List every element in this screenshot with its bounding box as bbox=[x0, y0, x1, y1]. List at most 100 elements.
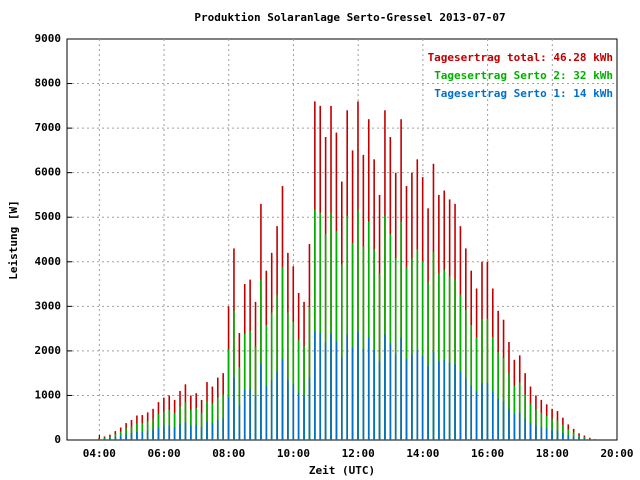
x-tick-label: 18:00 bbox=[536, 447, 569, 460]
bar bbox=[260, 364, 262, 440]
bar bbox=[303, 395, 305, 440]
bar bbox=[421, 355, 424, 440]
bar bbox=[465, 378, 467, 440]
bar bbox=[243, 390, 246, 440]
bar bbox=[556, 430, 559, 440]
bar bbox=[130, 433, 133, 440]
bar bbox=[206, 421, 208, 440]
bar bbox=[308, 377, 311, 440]
bar bbox=[367, 337, 370, 440]
bar bbox=[389, 342, 392, 440]
bar bbox=[567, 435, 570, 440]
bar bbox=[351, 347, 354, 440]
bar bbox=[190, 425, 192, 440]
bar bbox=[308, 306, 311, 440]
x-tick-label: 10:00 bbox=[277, 447, 310, 460]
y-tick-label: 8000 bbox=[35, 77, 62, 90]
bar bbox=[454, 279, 456, 440]
bar bbox=[125, 428, 127, 440]
bar bbox=[535, 425, 537, 440]
bar bbox=[222, 394, 224, 440]
bar bbox=[287, 380, 289, 440]
y-tick-label: 3000 bbox=[35, 299, 62, 312]
y-tick-label: 5000 bbox=[35, 210, 62, 223]
bar bbox=[168, 425, 171, 440]
bar bbox=[346, 215, 348, 440]
bar bbox=[448, 276, 451, 440]
bar bbox=[357, 331, 359, 440]
bar bbox=[502, 358, 505, 440]
bar bbox=[448, 362, 451, 440]
bar bbox=[427, 366, 429, 440]
bar bbox=[421, 261, 424, 440]
bar bbox=[335, 231, 338, 440]
bar bbox=[394, 354, 397, 440]
bar bbox=[109, 438, 111, 440]
bar bbox=[432, 351, 435, 440]
bar bbox=[438, 361, 440, 440]
bar bbox=[540, 412, 543, 440]
bar bbox=[529, 423, 532, 440]
bar bbox=[314, 209, 316, 440]
bar bbox=[524, 418, 526, 440]
bar bbox=[562, 424, 564, 440]
bar bbox=[200, 427, 203, 440]
bar bbox=[529, 403, 532, 440]
bar bbox=[411, 354, 413, 440]
bar bbox=[513, 414, 516, 440]
y-tick-label: 0 bbox=[54, 433, 61, 446]
bar bbox=[243, 333, 246, 440]
x-tick-label: 16:00 bbox=[471, 447, 504, 460]
bar bbox=[443, 270, 446, 440]
bar bbox=[276, 371, 278, 440]
bar bbox=[405, 358, 408, 440]
bar bbox=[297, 392, 300, 440]
bar bbox=[384, 215, 386, 440]
bar bbox=[384, 334, 386, 440]
bar bbox=[335, 341, 338, 440]
bar bbox=[168, 409, 171, 440]
legend-entry: Tagesertrag Serto 2: 32 kWh bbox=[434, 69, 613, 82]
bar bbox=[341, 264, 343, 440]
legend-entry: Tagesertrag Serto 1: 14 kWh bbox=[434, 87, 613, 100]
bar bbox=[211, 403, 214, 440]
bar bbox=[179, 424, 181, 440]
bar bbox=[287, 312, 289, 440]
bar bbox=[491, 391, 494, 440]
bar bbox=[260, 279, 262, 440]
bar bbox=[281, 267, 284, 440]
bar bbox=[319, 333, 322, 440]
bar bbox=[578, 437, 580, 440]
bar bbox=[545, 415, 548, 440]
bar bbox=[367, 221, 370, 440]
bar bbox=[475, 391, 478, 440]
bar bbox=[443, 360, 446, 440]
x-tick-label: 12:00 bbox=[342, 447, 375, 460]
bar bbox=[373, 349, 375, 440]
x-tick-label: 14:00 bbox=[406, 447, 439, 460]
bar bbox=[303, 345, 305, 440]
bar bbox=[233, 310, 235, 440]
bar bbox=[481, 318, 483, 440]
y-tick-label: 7000 bbox=[35, 121, 62, 134]
x-tick-label: 06:00 bbox=[147, 447, 180, 460]
bar bbox=[459, 371, 462, 440]
bar bbox=[481, 382, 483, 440]
bar bbox=[545, 428, 548, 440]
bar bbox=[157, 414, 160, 440]
bar bbox=[270, 312, 273, 440]
bar bbox=[324, 342, 327, 440]
y-tick-label: 2000 bbox=[35, 344, 62, 357]
bar bbox=[227, 397, 230, 440]
bar bbox=[103, 438, 106, 440]
x-axis-label: Zeit (UTC) bbox=[309, 464, 375, 477]
bar bbox=[465, 309, 467, 440]
bar bbox=[136, 431, 138, 440]
bar bbox=[238, 405, 241, 440]
legend-entry: Tagesertrag total: 46.28 kWh bbox=[428, 51, 613, 64]
bar bbox=[373, 249, 375, 440]
bar bbox=[572, 436, 575, 440]
bar bbox=[130, 426, 133, 440]
y-tick-label: 9000 bbox=[35, 32, 62, 45]
bar bbox=[173, 412, 176, 440]
